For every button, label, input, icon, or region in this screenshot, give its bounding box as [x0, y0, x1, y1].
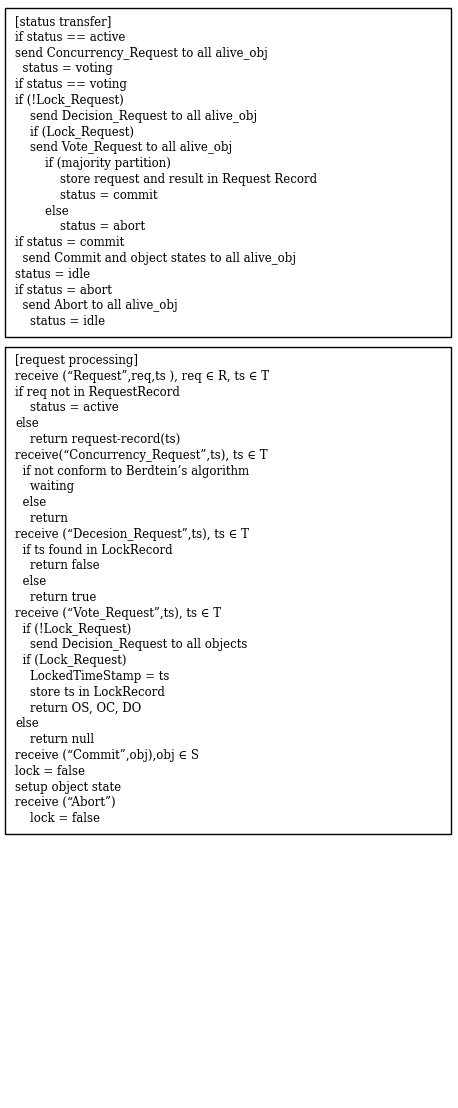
Text: if status = commit: if status = commit [15, 236, 124, 249]
Text: else: else [15, 717, 39, 730]
Text: if status = abort: if status = abort [15, 284, 112, 297]
Text: send Decision_Request to all objects: send Decision_Request to all objects [15, 638, 247, 652]
Text: LockedTimeStamp = ts: LockedTimeStamp = ts [15, 670, 169, 683]
Text: waiting: waiting [15, 481, 74, 493]
Text: else: else [15, 205, 69, 217]
Text: return request-record(ts): return request-record(ts) [15, 433, 180, 447]
Text: [request processing]: [request processing] [15, 353, 138, 367]
Text: status = voting: status = voting [15, 62, 113, 75]
Text: send Vote_Request to all alive_obj: send Vote_Request to all alive_obj [15, 142, 232, 154]
Text: if (majority partition): if (majority partition) [15, 157, 171, 171]
Text: if (!Lock_Request): if (!Lock_Request) [15, 623, 131, 636]
Text: return false: return false [15, 560, 100, 573]
Text: receive (“Commit”,obj),obj ∈ S: receive (“Commit”,obj),obj ∈ S [15, 749, 199, 762]
Text: lock = false: lock = false [15, 765, 85, 778]
Text: if ts found in LockRecord: if ts found in LockRecord [15, 544, 173, 556]
Text: return null: return null [15, 733, 94, 746]
Text: if (Lock_Request): if (Lock_Request) [15, 654, 126, 667]
Text: return OS, OC, DO: return OS, OC, DO [15, 701, 141, 715]
Text: send Concurrency_Request to all alive_obj: send Concurrency_Request to all alive_ob… [15, 47, 268, 60]
Text: receive (“Request”,req,ts ), req ∈ R, ts ∈ T: receive (“Request”,req,ts ), req ∈ R, ts… [15, 370, 269, 382]
Text: if req not in RequestRecord: if req not in RequestRecord [15, 386, 180, 399]
Text: send Commit and object states to all alive_obj: send Commit and object states to all ali… [15, 252, 296, 265]
Text: setup object state: setup object state [15, 781, 121, 793]
Text: status = commit: status = commit [15, 188, 158, 202]
Text: receive (“Decesion_Request”,ts), ts ∈ T: receive (“Decesion_Request”,ts), ts ∈ T [15, 527, 249, 541]
Text: receive(“Concurrency_Request”,ts), ts ∈ T: receive(“Concurrency_Request”,ts), ts ∈ … [15, 449, 267, 462]
Text: else: else [15, 418, 39, 430]
Text: else: else [15, 575, 46, 588]
Text: status = abort: status = abort [15, 220, 145, 234]
Text: receive (“Abort”): receive (“Abort”) [15, 797, 115, 810]
Text: if (!Lock_Request): if (!Lock_Request) [15, 94, 124, 107]
Text: if not conform to Berdtein’s algorithm: if not conform to Berdtein’s algorithm [15, 464, 249, 478]
Text: store request and result in Request Record: store request and result in Request Reco… [15, 173, 317, 186]
FancyBboxPatch shape [5, 8, 451, 337]
Text: status = active: status = active [15, 401, 119, 414]
Text: if (Lock_Request): if (Lock_Request) [15, 125, 134, 138]
Text: if status == active: if status == active [15, 31, 125, 44]
Text: else: else [15, 496, 46, 510]
Text: lock = false: lock = false [15, 812, 100, 825]
Text: return: return [15, 512, 68, 525]
Text: receive (“Vote_Request”,ts), ts ∈ T: receive (“Vote_Request”,ts), ts ∈ T [15, 607, 221, 619]
FancyBboxPatch shape [5, 347, 451, 834]
Text: store ts in LockRecord: store ts in LockRecord [15, 686, 165, 699]
Text: return true: return true [15, 591, 96, 604]
Text: [status transfer]: [status transfer] [15, 16, 111, 28]
Text: status = idle: status = idle [15, 268, 90, 280]
Text: if status == voting: if status == voting [15, 79, 127, 91]
Text: status = idle: status = idle [15, 315, 105, 328]
Text: send Decision_Request to all alive_obj: send Decision_Request to all alive_obj [15, 110, 257, 123]
Text: send Abort to all alive_obj: send Abort to all alive_obj [15, 299, 178, 312]
